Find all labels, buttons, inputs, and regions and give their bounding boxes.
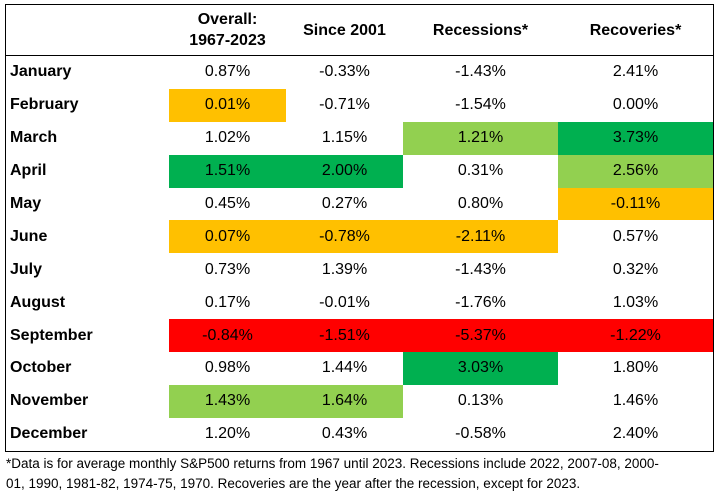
month-label: July xyxy=(10,260,43,278)
cell-overall: 0.17% xyxy=(204,293,251,311)
cell-recessions: -2.11% xyxy=(403,220,558,254)
table-row: February 0.01% -0.71% -1.54% 0.00% xyxy=(6,88,713,122)
header-recessions: Recessions* xyxy=(432,21,529,39)
table-row: March 1.02% 1.15% 1.21% 3.73% xyxy=(6,121,713,155)
cell-recoveries: 3.73% xyxy=(558,121,713,155)
month-label: June xyxy=(10,227,48,245)
table-body: January 0.87% -0.33% -1.43% 2.41% February 0.0… xyxy=(6,54,713,451)
month-label: November xyxy=(10,392,89,410)
cell-since-2001: 0.27% xyxy=(321,195,368,212)
cell-since-2001: 1.44% xyxy=(321,359,368,377)
month-label: March xyxy=(10,129,58,147)
footnote-line-2: 01, 1990, 1981-82, 1974-75, 1970. Recove… xyxy=(6,476,581,491)
cell-recessions: -0.58% xyxy=(455,425,506,443)
cell-recoveries: 0.57% xyxy=(612,227,659,245)
cell-recessions: -5.37% xyxy=(403,319,558,353)
header-overall: Overall: 1967-2023 xyxy=(189,11,266,49)
month-label: December xyxy=(10,425,88,443)
cell-since-2001: 0.43% xyxy=(321,425,368,443)
cell-since-2001: -0.78% xyxy=(286,220,403,254)
cell-since-2001: 1.39% xyxy=(321,260,368,278)
monthly-returns-table: Overall: 1967-2023 Since 2001 Recessions… xyxy=(6,5,713,451)
cell-overall: 0.07% xyxy=(169,220,286,254)
table-row: June 0.07% -0.78% -2.11% 0.57% xyxy=(6,220,713,254)
table-row: July 0.73% 1.39% -1.43% 0.32% xyxy=(6,253,713,286)
footnote: *Data is for average monthly S&P500 retu… xyxy=(6,454,716,494)
header-row: Overall: 1967-2023 Since 2001 Recessions… xyxy=(6,5,713,56)
cell-since-2001: -1.51% xyxy=(286,319,403,353)
cell-since-2001: 1.15% xyxy=(321,129,368,147)
cell-since-2001: -0.71% xyxy=(319,96,370,114)
table-row: September -0.84% -1.51% -5.37% -1.22% xyxy=(6,319,713,353)
cell-overall: 0.45% xyxy=(204,195,251,212)
cell-overall: 0.87% xyxy=(169,54,286,89)
month-label: May xyxy=(10,195,42,212)
footnote-line-1: *Data is for average monthly S&P500 retu… xyxy=(6,456,659,471)
cell-recessions: 0.31% xyxy=(457,162,504,180)
cell-recessions: -1.43% xyxy=(455,260,506,278)
table-row: January 0.87% -0.33% -1.43% 2.41% xyxy=(6,54,713,89)
header-month xyxy=(6,5,169,56)
table-row: April 1.51% 2.00% 0.31% 2.56% xyxy=(6,154,713,188)
month-label: October xyxy=(10,359,72,377)
month-label: August xyxy=(10,293,66,311)
cell-overall: 0.73% xyxy=(204,260,251,278)
cell-since-2001: -0.01% xyxy=(319,293,370,311)
cell-recessions: -1.43% xyxy=(403,54,558,89)
header-recoveries: Recoveries* xyxy=(589,21,682,39)
cell-recoveries: 2.56% xyxy=(558,154,713,188)
table-border xyxy=(5,4,714,452)
cell-overall: 1.51% xyxy=(169,154,286,188)
cell-recoveries: -1.22% xyxy=(558,319,713,353)
table-row: August 0.17% -0.01% -1.76% 1.03% xyxy=(6,286,713,319)
table-row: November 1.43% 1.64% 0.13% 1.46% xyxy=(6,384,713,418)
month-label: September xyxy=(10,326,93,344)
cell-recoveries: -0.11% xyxy=(558,187,713,221)
cell-recoveries: 2.41% xyxy=(558,54,713,89)
cell-overall: 0.01% xyxy=(169,88,286,122)
cell-recessions: -1.54% xyxy=(455,96,506,114)
cell-since-2001: 1.64% xyxy=(286,384,403,418)
table-row: May 0.45% 0.27% 0.80% -0.11% xyxy=(6,187,713,221)
cell-since-2001: 2.00% xyxy=(286,154,403,188)
cell-overall: 1.43% xyxy=(169,384,286,418)
month-label: April xyxy=(10,162,47,180)
cell-recoveries: 1.80% xyxy=(612,359,659,377)
cell-overall: 1.02% xyxy=(204,129,251,147)
table-row: December 1.20% 0.43% -0.58% 2.40% xyxy=(6,418,713,451)
cell-overall: -0.84% xyxy=(169,319,286,353)
month-label: February xyxy=(10,96,79,114)
cell-recoveries: 1.46% xyxy=(612,392,659,410)
cell-recessions: -1.76% xyxy=(455,293,506,311)
cell-since-2001: -0.33% xyxy=(286,54,403,89)
cell-recessions: 0.80% xyxy=(457,195,504,212)
cell-recoveries: 0.00% xyxy=(612,96,659,114)
cell-recessions: 0.13% xyxy=(457,392,504,410)
cell-overall: 0.98% xyxy=(204,359,251,377)
header-since-2001: Since 2001 xyxy=(303,21,386,39)
cell-recoveries: 0.32% xyxy=(612,260,659,278)
month-label: January xyxy=(6,54,169,89)
cell-recoveries: 1.03% xyxy=(612,293,659,311)
cell-recessions: 3.03% xyxy=(403,352,558,385)
cell-recoveries: 2.40% xyxy=(612,425,659,443)
cell-overall: 1.20% xyxy=(204,425,251,443)
cell-recessions: 1.21% xyxy=(403,121,558,155)
table-row: October 0.98% 1.44% 3.03% 1.80% xyxy=(6,352,713,385)
